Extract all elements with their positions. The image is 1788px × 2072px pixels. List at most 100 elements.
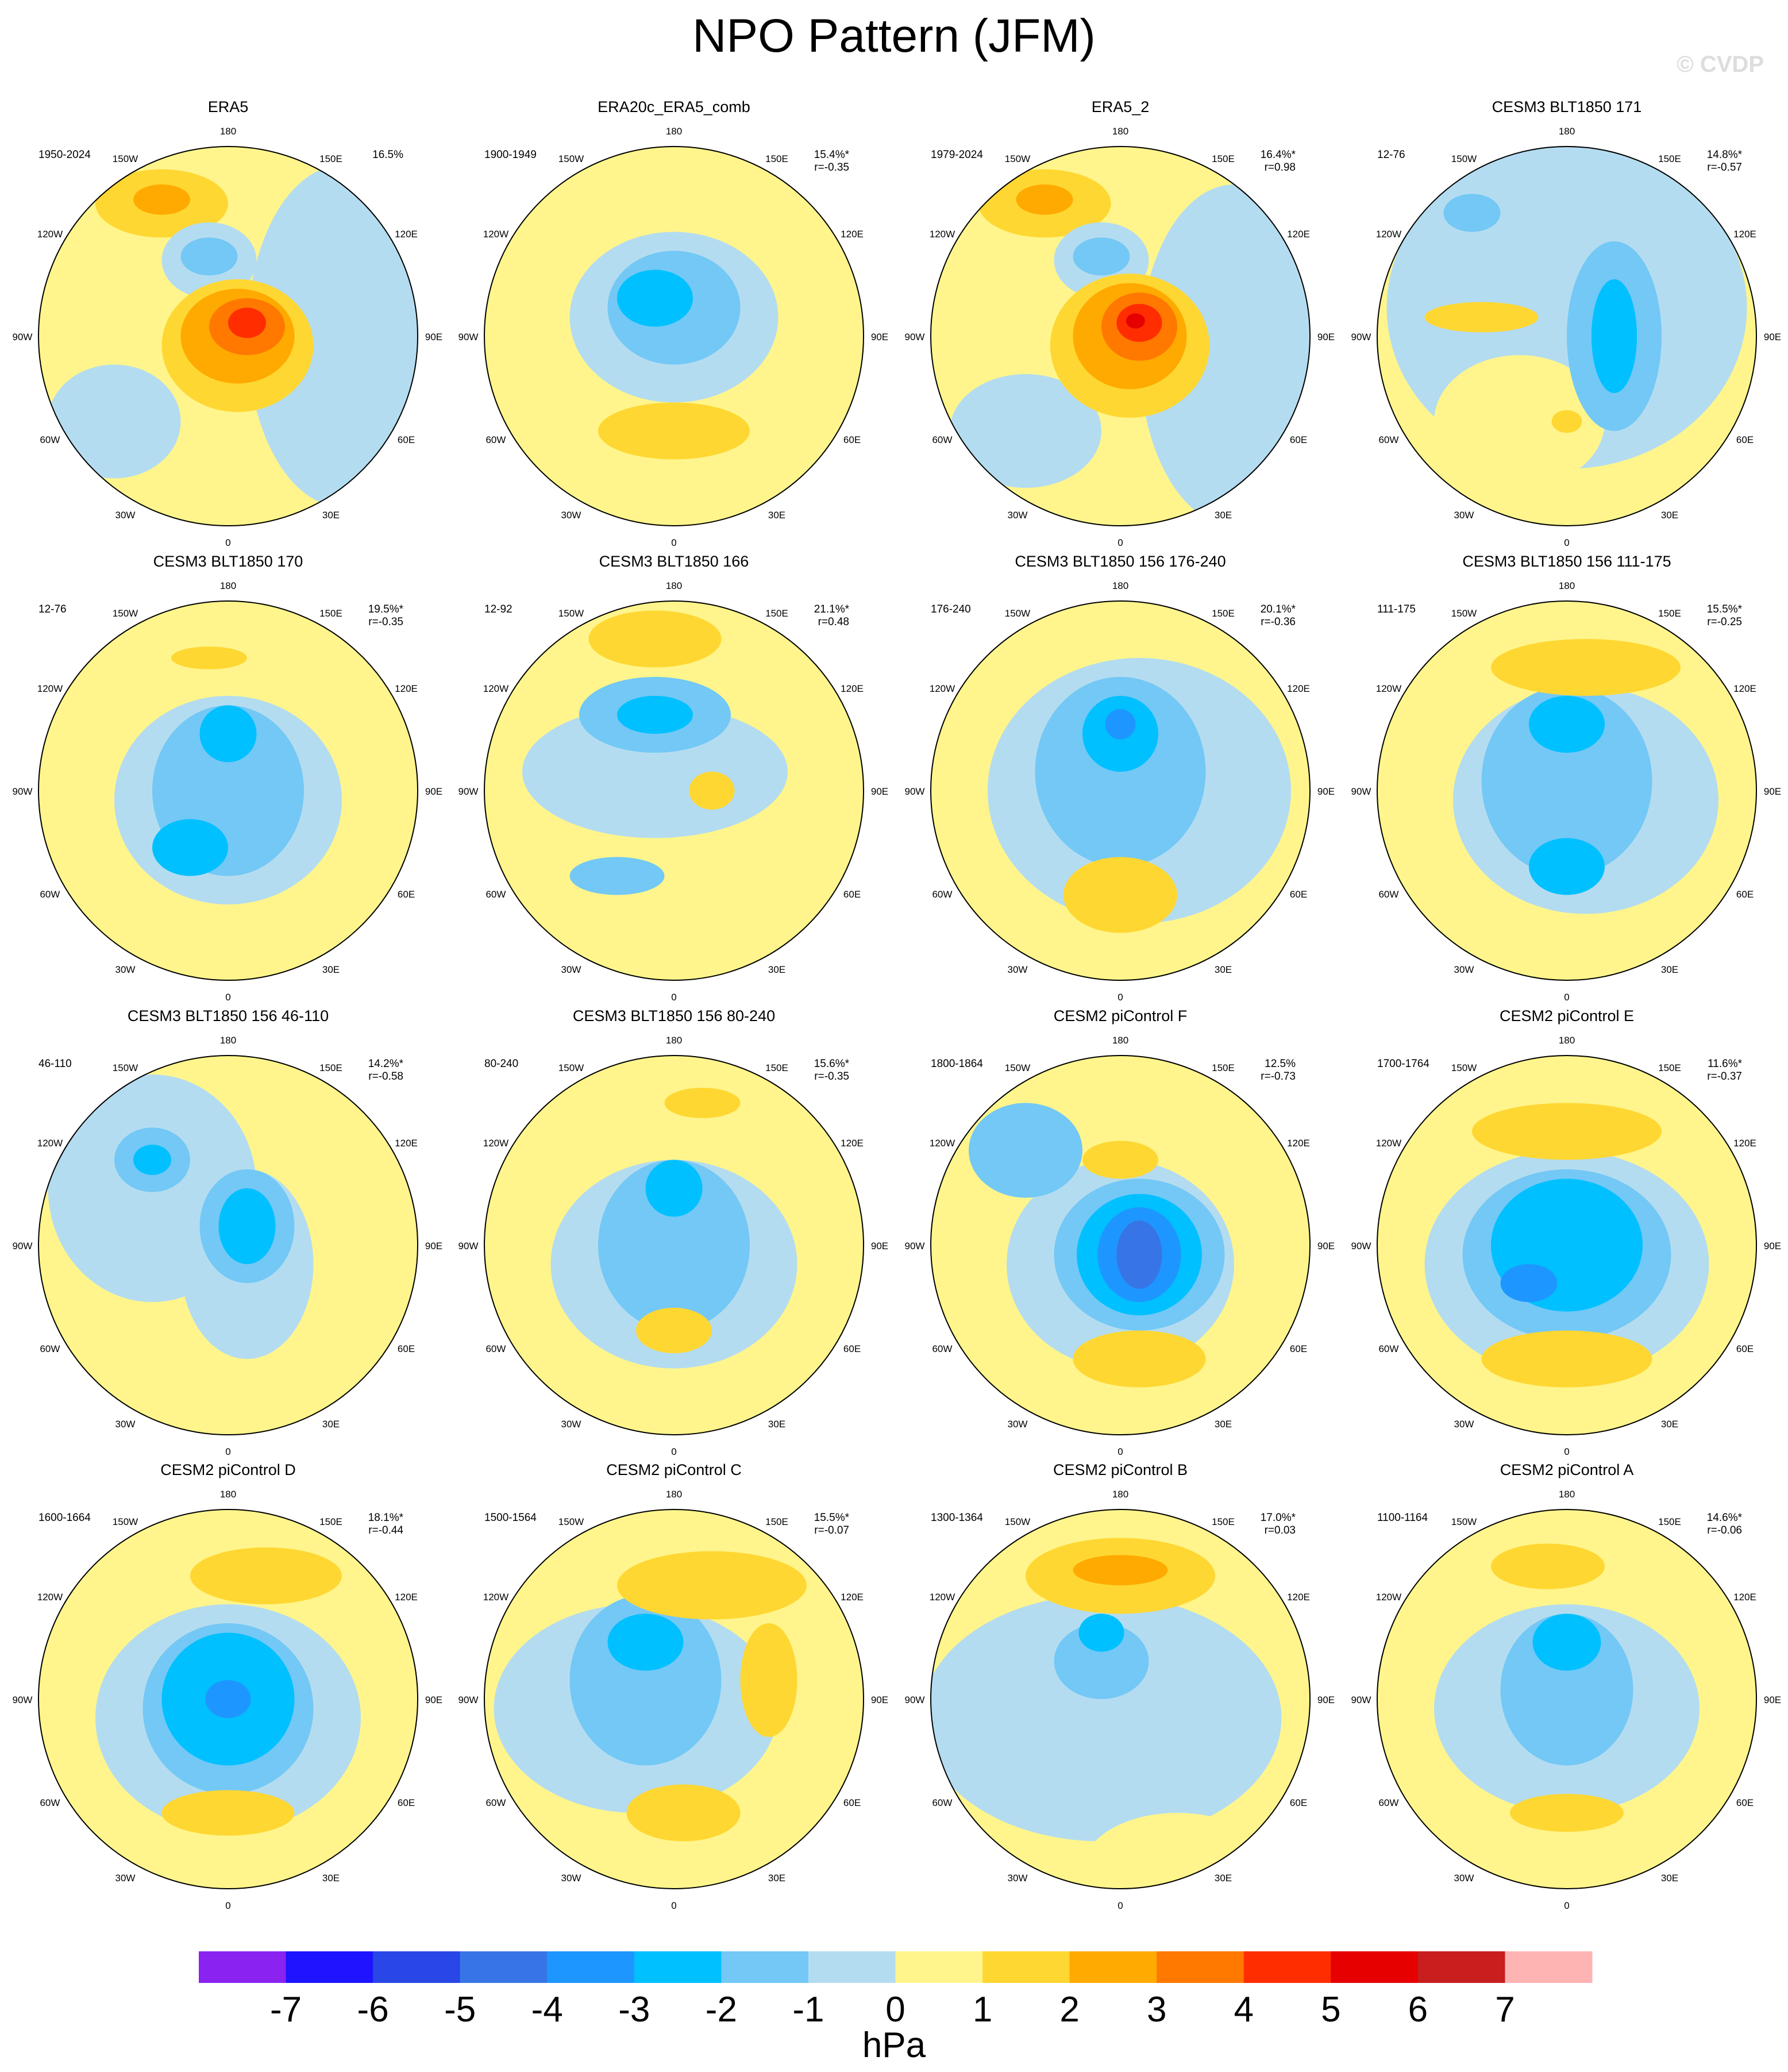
colorbar-tick-label: -6 xyxy=(357,1990,389,2029)
longitude-label: 180 xyxy=(1112,580,1128,591)
colorbar-box xyxy=(373,1951,461,1983)
colorbar-box xyxy=(634,1951,722,1983)
longitude-label: 0 xyxy=(1118,992,1123,1003)
contour-region xyxy=(626,1784,741,1842)
colorbar-tick-label: 1 xyxy=(973,1990,992,2029)
panel-title: ERA5_2 xyxy=(1092,98,1150,115)
longitude-label: 60W xyxy=(40,434,60,445)
colorbar-tick-label: 3 xyxy=(1147,1990,1166,2029)
map-panel: ERA5 1950-2024 16.5% 180 150E 120E 90E 60E 30E 0 3… xyxy=(13,98,443,548)
longitude-label: 150W xyxy=(113,1062,138,1073)
longitude-label: 90W xyxy=(1351,1241,1371,1251)
colorbar-box xyxy=(460,1951,548,1983)
colorbar-box xyxy=(1157,1951,1244,1983)
panel-percent: 14.6%* xyxy=(1707,1512,1743,1524)
longitude-label: 120E xyxy=(1733,1592,1756,1603)
colorbar-tick-label: 6 xyxy=(1408,1990,1428,2029)
panel-period: 1800-1864 xyxy=(931,1058,983,1070)
longitude-label: 180 xyxy=(1559,126,1575,137)
longitude-label: 30E xyxy=(768,1873,785,1884)
contour-region xyxy=(1434,355,1605,488)
colorbar-tick-label: 4 xyxy=(1234,1990,1254,2029)
longitude-label: 60E xyxy=(843,434,861,445)
longitude-label: 120W xyxy=(37,1138,63,1149)
contour-region xyxy=(133,184,190,215)
longitude-label: 90E xyxy=(425,332,442,342)
map-border xyxy=(38,146,418,526)
longitude-label: 60E xyxy=(398,889,415,900)
longitude-label: 150W xyxy=(1005,153,1030,164)
longitude-label: 180 xyxy=(1112,1035,1128,1046)
longitude-label: 60W xyxy=(485,434,506,445)
colorbar-tick-label: 0 xyxy=(885,1990,905,2029)
contour-region xyxy=(1443,194,1501,232)
contour-region xyxy=(636,1307,712,1354)
longitude-label: 0 xyxy=(671,1446,676,1457)
panel-percent: 21.1%* xyxy=(814,603,850,615)
map-border xyxy=(484,146,864,526)
longitude-label: 150E xyxy=(319,1516,342,1527)
colorbar-tick-label: -3 xyxy=(618,1990,650,2029)
map-field xyxy=(931,1509,1310,1889)
map-field xyxy=(1377,1509,1756,1889)
longitude-label: 150E xyxy=(1658,608,1681,619)
longitude-label: 120E xyxy=(1287,229,1310,240)
colorbar-tick-label: -2 xyxy=(706,1990,737,2029)
contour-region xyxy=(569,1595,722,1766)
longitude-label: 0 xyxy=(225,1900,230,1911)
longitude-label: 120W xyxy=(483,1592,508,1603)
colorbar-tick-label: -5 xyxy=(444,1990,476,2029)
longitude-label: 90E xyxy=(425,1694,442,1705)
contour-region xyxy=(152,819,228,876)
map-panel: CESM3 BLT1850 171 12-76 14.8%*r=-0.57 180 15… xyxy=(1351,98,1782,548)
panel-title: CESM3 BLT1850 156 80-240 xyxy=(573,1007,775,1025)
longitude-label: 90E xyxy=(871,1241,888,1251)
longitude-label: 90W xyxy=(458,786,479,797)
longitude-label: 60E xyxy=(398,1797,415,1808)
contour-region xyxy=(218,1188,276,1264)
map-field xyxy=(931,1056,1310,1435)
longitude-label: 150W xyxy=(1005,608,1030,619)
longitude-label: 60W xyxy=(932,889,952,900)
contour-region xyxy=(1073,1330,1206,1388)
map-panel: ERA5_2 1979-2024 16.4%*r=0.98 180 150E 120E 90… xyxy=(905,98,1335,548)
panel-title: CESM3 BLT1850 171 xyxy=(1492,98,1642,115)
longitude-label: 30E xyxy=(1215,510,1232,521)
longitude-label: 90E xyxy=(1764,1241,1781,1251)
longitude-label: 150W xyxy=(1005,1516,1030,1527)
map-border xyxy=(930,1509,1311,1889)
longitude-label: 120W xyxy=(1376,229,1401,240)
longitude-label: 30E xyxy=(768,964,785,975)
colorbar-box xyxy=(1331,1951,1419,1983)
map-border xyxy=(930,1055,1311,1435)
longitude-label: 150W xyxy=(113,153,138,164)
panel-correlation: r=-0.06 xyxy=(1707,1524,1742,1536)
longitude-label: 150W xyxy=(113,1516,138,1527)
longitude-label: 180 xyxy=(1559,580,1575,591)
longitude-label: 150E xyxy=(765,1516,788,1527)
longitude-label: 30E xyxy=(1661,510,1678,521)
contour-region xyxy=(228,307,266,338)
longitude-label: 150E xyxy=(1658,153,1681,164)
longitude-label: 60E xyxy=(843,889,861,900)
longitude-label: 60W xyxy=(485,1343,506,1354)
panel-percent: 15.5%* xyxy=(814,1512,850,1524)
longitude-label: 180 xyxy=(666,1035,682,1046)
contour-region xyxy=(1529,838,1605,895)
colorbar-tick-label: 2 xyxy=(1059,1990,1079,2029)
longitude-label: 150W xyxy=(558,153,584,164)
map-field xyxy=(38,1056,418,1435)
longitude-label: 120W xyxy=(483,1138,508,1149)
longitude-label: 90E xyxy=(425,1241,442,1251)
longitude-label: 90W xyxy=(13,1694,33,1705)
longitude-label: 90W xyxy=(458,332,479,342)
longitude-label: 120W xyxy=(930,683,955,694)
longitude-label: 120W xyxy=(1376,1592,1401,1603)
longitude-label: 150W xyxy=(113,608,138,619)
panel-period: 12-76 xyxy=(38,603,67,615)
longitude-label: 120W xyxy=(930,229,955,240)
longitude-label: 120E xyxy=(1733,229,1756,240)
map-panel: CESM3 BLT1850 156 80-240 80-240 15.6%*r=-0… xyxy=(458,1007,889,1457)
longitude-label: 30W xyxy=(561,964,581,975)
longitude-label: 90W xyxy=(458,1241,479,1251)
